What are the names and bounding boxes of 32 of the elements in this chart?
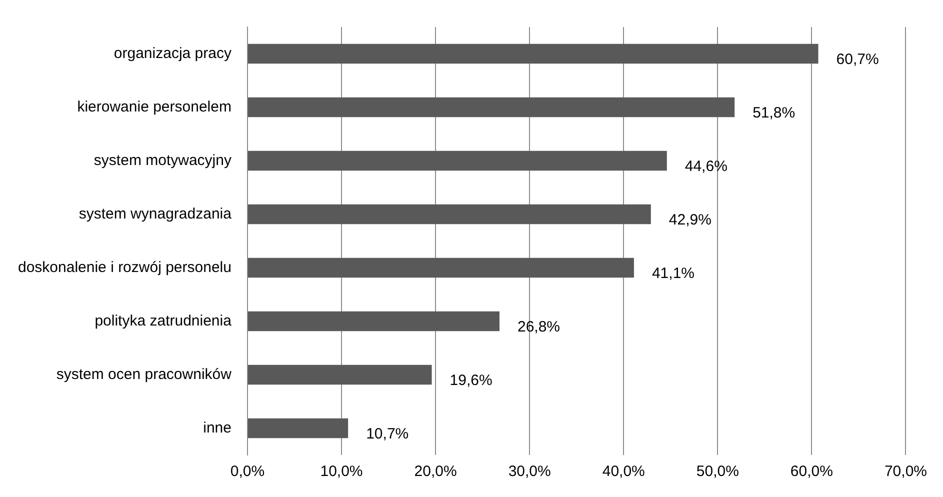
y-tick-label: inne <box>203 419 232 436</box>
bar <box>248 44 818 64</box>
x-tick-label: 20,0% <box>414 463 457 480</box>
y-tick-label: doskonalenie i rozwój personelu <box>18 258 232 276</box>
data-label: 41,1% <box>652 264 695 282</box>
x-tick-label: 50,0% <box>696 463 739 480</box>
data-label: 42,9% <box>668 211 712 228</box>
x-tick-label: 30,0% <box>508 463 551 480</box>
data-label: 19,6% <box>450 372 492 389</box>
x-tick-label: 70,0% <box>884 463 928 480</box>
bar <box>248 150 667 171</box>
bar <box>248 311 500 332</box>
data-label: 51,8% <box>752 104 796 122</box>
y-tick-label: kierowanie personelem <box>77 98 232 116</box>
bar <box>248 204 651 224</box>
data-label: 10,7% <box>366 425 409 442</box>
y-tick-label: system ocen pracowników <box>56 366 232 383</box>
y-tick-label: system wynagradzania <box>78 205 232 222</box>
bar <box>248 418 348 438</box>
bar <box>248 364 432 385</box>
y-tick-label: system motywacyjny <box>94 152 232 169</box>
x-tick-label: 40,0% <box>602 463 645 480</box>
data-label: 44,6% <box>684 158 728 175</box>
data-label: 60,7% <box>836 50 879 68</box>
y-tick-label: polityka zatrudnienia <box>94 312 232 330</box>
y-tick-label: organizacja pracy <box>114 44 232 62</box>
bar <box>248 258 634 278</box>
data-label: 26,8% <box>517 318 560 336</box>
x-tick-label: 10,0% <box>320 463 363 480</box>
x-tick-label: 60,0% <box>790 463 833 480</box>
bar <box>248 97 735 118</box>
x-tick-label: 0,0% <box>230 463 265 480</box>
